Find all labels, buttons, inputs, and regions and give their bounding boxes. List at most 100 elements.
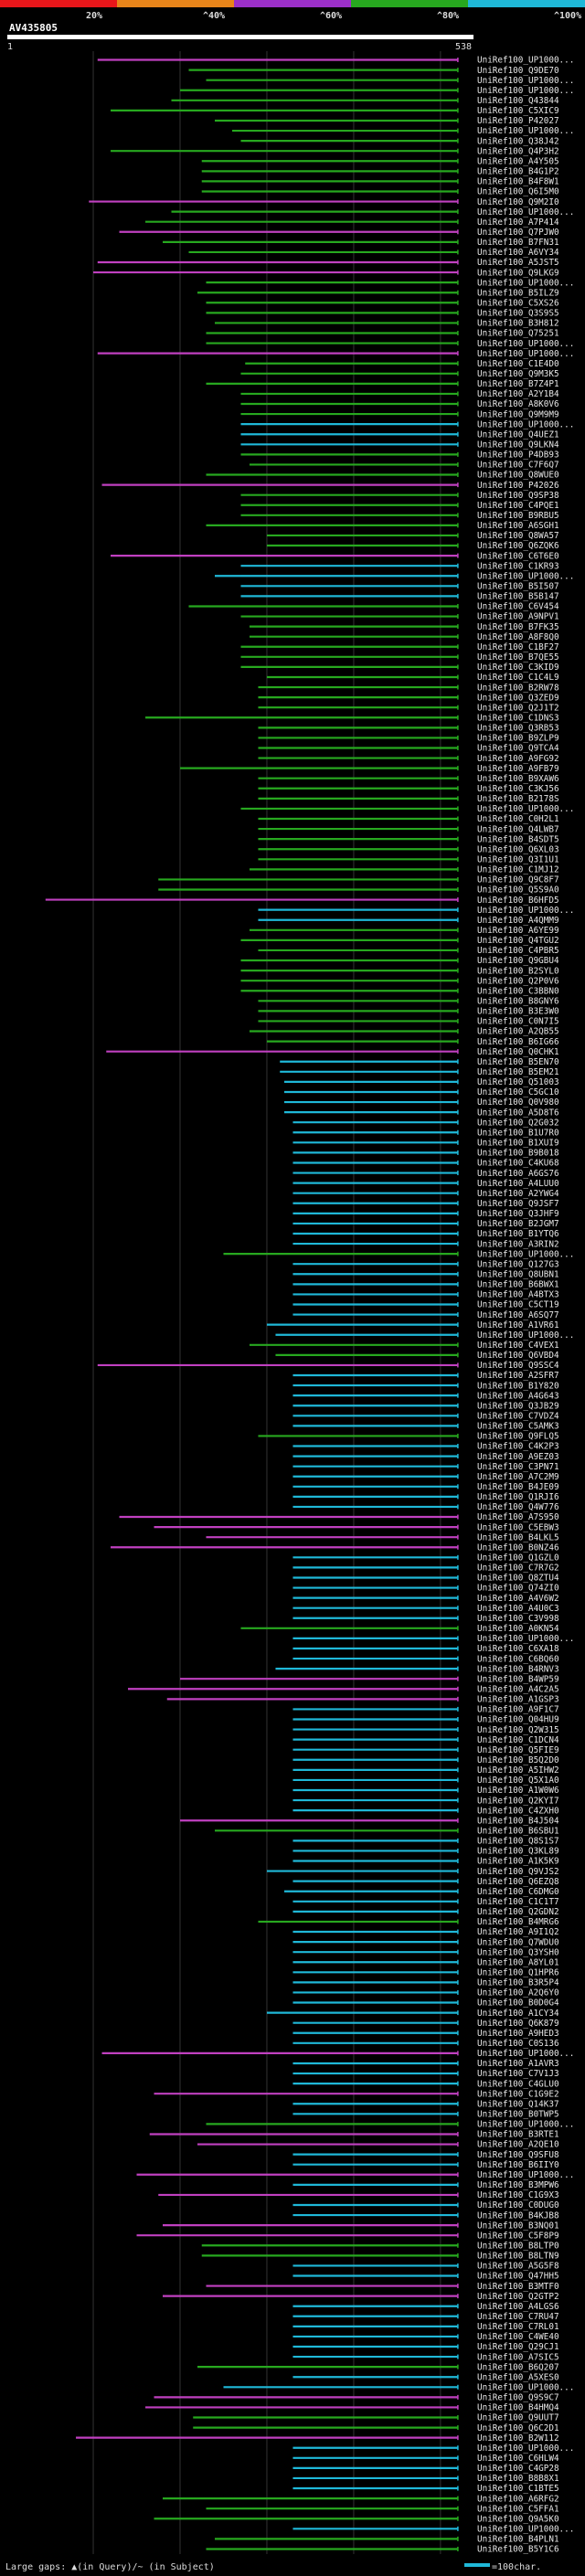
hit-row[interactable]: UniRef100_UP1000...	[231, 126, 574, 136]
hit-row[interactable]: UniRef100_A2QE10	[197, 2140, 559, 2150]
hit-label[interactable]: UniRef100_A4C2A5	[477, 1684, 559, 1694]
hit-label[interactable]: UniRef100_B3MPW6	[477, 2180, 559, 2190]
hit-label[interactable]: UniRef100_Q5X1A0	[477, 1776, 559, 1786]
hit-row[interactable]: UniRef100_C1G9X3	[158, 2190, 559, 2200]
hit-label[interactable]: UniRef100_A9FG92	[477, 754, 559, 764]
hit-label[interactable]: UniRef100_Q29CJ1	[477, 2342, 559, 2352]
hit-label[interactable]: UniRef100_B8B8X1	[477, 2474, 559, 2484]
hit-row[interactable]: UniRef100_Q2P0V6	[240, 976, 559, 986]
hit-row[interactable]: UniRef100_A8K0V6	[240, 399, 559, 409]
hit-row[interactable]: UniRef100_B2RW78	[258, 683, 559, 693]
hit-row[interactable]: UniRef100_A1AVR3	[292, 2059, 559, 2069]
hit-row[interactable]: UniRef100_UP1000...	[179, 86, 574, 96]
hit-row[interactable]: UniRef100_UP1000...	[97, 349, 575, 359]
hit-row[interactable]: UniRef100_C0DUG0	[292, 2200, 559, 2210]
hit-row[interactable]: UniRef100_Q9JSF7	[292, 1199, 559, 1209]
hit-label[interactable]: UniRef100_A8YL01	[477, 1957, 559, 1967]
hit-label[interactable]: UniRef100_C4PQE1	[477, 501, 559, 511]
hit-row[interactable]: UniRef100_Q9SFU8	[292, 2150, 559, 2160]
hit-row[interactable]: UniRef100_B6BWX1	[292, 1280, 559, 1290]
hit-label[interactable]: UniRef100_B4PLN1	[477, 2535, 559, 2545]
hit-row[interactable]: UniRef100_B4JE09	[292, 1482, 559, 1492]
hit-label[interactable]: UniRef100_Q9M3K5	[477, 369, 559, 379]
hit-row[interactable]: UniRef100_Q9M3K5	[240, 369, 559, 379]
hit-row[interactable]: UniRef100_B0TWP5	[292, 2110, 559, 2120]
hit-row[interactable]: UniRef100_B3MPW6	[292, 2180, 559, 2190]
hit-row[interactable]: UniRef100_UP1000...	[206, 339, 574, 349]
hit-label[interactable]: UniRef100_UP1000...	[477, 2525, 574, 2535]
hit-row[interactable]: UniRef100_B8LTN9	[201, 2252, 559, 2262]
hit-row[interactable]: UniRef100_Q4W776	[292, 1502, 559, 1512]
hit-row[interactable]: UniRef100_Q3YSH0	[292, 1947, 559, 1957]
hit-label[interactable]: UniRef100_A9F1C7	[477, 1705, 559, 1715]
hit-label[interactable]: UniRef100_B5EM21	[477, 1067, 559, 1077]
hit-label[interactable]: UniRef100_A2SFR7	[477, 1371, 559, 1381]
hit-label[interactable]: UniRef100_B5Q2D0	[477, 1755, 559, 1765]
hit-label[interactable]: UniRef100_C0DUG0	[477, 2200, 559, 2210]
hit-row[interactable]: UniRef100_A4LGS6	[292, 2302, 559, 2312]
hit-label[interactable]: UniRef100_Q4LWB7	[477, 824, 559, 834]
hit-label[interactable]: UniRef100_B4F8W1	[477, 177, 559, 187]
hit-label[interactable]: UniRef100_C6XA18	[477, 1644, 559, 1654]
hit-label[interactable]: UniRef100_C6V454	[477, 602, 559, 612]
hit-label[interactable]: UniRef100_B1XUI9	[477, 1139, 559, 1149]
hit-label[interactable]: UniRef100_B4RNV3	[477, 1664, 559, 1674]
hit-row[interactable]: UniRef100_Q5X1A0	[292, 1776, 559, 1786]
hit-label[interactable]: UniRef100_Q9UUT7	[477, 2413, 559, 2423]
hit-label[interactable]: UniRef100_Q43844	[477, 96, 559, 106]
hit-label[interactable]: UniRef100_C6BQ60	[477, 1654, 559, 1664]
hit-label[interactable]: UniRef100_B4WP59	[477, 1674, 559, 1684]
hit-label[interactable]: UniRef100_A7S950	[477, 1512, 559, 1522]
hit-row[interactable]: UniRef100_A4Y505	[201, 156, 559, 166]
hit-label[interactable]: UniRef100_UP1000...	[477, 76, 574, 86]
hit-row[interactable]: UniRef100_Q6VBD4	[275, 1351, 559, 1361]
hit-row[interactable]: UniRef100_C3KID9	[240, 663, 559, 673]
hit-label[interactable]: UniRef100_A8K0V6	[477, 399, 559, 409]
hit-row[interactable]: UniRef100_Q51003	[283, 1077, 559, 1087]
hit-label[interactable]: UniRef100_A9EZ03	[477, 1452, 559, 1462]
hit-row[interactable]: UniRef100_B4KJB8	[292, 2210, 559, 2221]
hit-label[interactable]: UniRef100_Q9GBU4	[477, 956, 559, 966]
hit-label[interactable]: UniRef100_P4DB93	[477, 451, 559, 461]
hit-row[interactable]: UniRef100_A2QB55	[249, 1027, 559, 1037]
hit-label[interactable]: UniRef100_A4G643	[477, 1391, 559, 1401]
hit-label[interactable]: UniRef100_Q75251	[477, 329, 559, 339]
hit-row[interactable]: UniRef100_C7RL01	[292, 2322, 559, 2332]
hit-label[interactable]: UniRef100_UP1000...	[477, 207, 574, 217]
hit-row[interactable]: UniRef100_C7RU47	[292, 2312, 559, 2322]
hit-row[interactable]: UniRef100_A1K5K9	[292, 1857, 559, 1867]
hit-label[interactable]: UniRef100_C1G9E2	[477, 2089, 559, 2099]
hit-row[interactable]: UniRef100_Q9C8F7	[158, 875, 559, 885]
hit-label[interactable]: UniRef100_Q2G032	[477, 1118, 559, 1128]
hit-label[interactable]: UniRef100_B4HMQ4	[477, 2403, 559, 2413]
hit-label[interactable]: UniRef100_Q9M9M9	[477, 409, 559, 419]
hit-label[interactable]: UniRef100_Q9A5K0	[477, 2514, 559, 2524]
hit-row[interactable]: UniRef100_Q3JHF9	[292, 1209, 559, 1219]
hit-row[interactable]: UniRef100_A7S950	[119, 1512, 559, 1522]
hit-row[interactable]: UniRef100_B4J504	[179, 1816, 559, 1826]
hit-label[interactable]: UniRef100_A7P414	[477, 217, 559, 228]
hit-row[interactable]: UniRef100_A2SFR7	[292, 1371, 559, 1381]
hit-label[interactable]: UniRef100_Q1HPR6	[477, 1968, 559, 1978]
hit-label[interactable]: UniRef100_B9XAW6	[477, 774, 559, 784]
hit-row[interactable]: UniRef100_A5D8T6	[283, 1108, 559, 1118]
hit-row[interactable]: UniRef100_B6IIY0	[292, 2160, 559, 2170]
hit-row[interactable]: UniRef100_A6VY34	[188, 248, 559, 258]
hit-label[interactable]: UniRef100_B6IG66	[477, 1037, 559, 1047]
hit-row[interactable]: UniRef100_Q3S9S5	[206, 309, 559, 319]
hit-label[interactable]: UniRef100_UP1000...	[477, 2170, 574, 2180]
hit-row[interactable]: UniRef100_Q6ZQK6	[266, 541, 559, 551]
hit-row[interactable]: UniRef100_Q14K37	[292, 2099, 559, 2109]
hit-label[interactable]: UniRef100_Q3YSH0	[477, 1947, 559, 1957]
hit-row[interactable]: UniRef100_B9XAW6	[258, 774, 559, 784]
hit-label[interactable]: UniRef100_Q5FIE9	[477, 1745, 559, 1755]
hit-row[interactable]: UniRef100_A9FB79	[179, 764, 559, 774]
hit-label[interactable]: UniRef100_B6Q207	[477, 2362, 559, 2372]
hit-label[interactable]: UniRef100_B7FK35	[477, 622, 559, 632]
hit-label[interactable]: UniRef100_Q3I1U1	[477, 854, 559, 864]
hit-row[interactable]: UniRef100_B5Y1C6	[206, 2545, 559, 2555]
hit-label[interactable]: UniRef100_A9FB79	[477, 764, 559, 774]
hit-label[interactable]: UniRef100_A6SGH1	[477, 521, 559, 531]
hit-row[interactable]: UniRef100_Q3ZED9	[258, 693, 559, 703]
hit-label[interactable]: UniRef100_UP1000...	[477, 86, 574, 96]
